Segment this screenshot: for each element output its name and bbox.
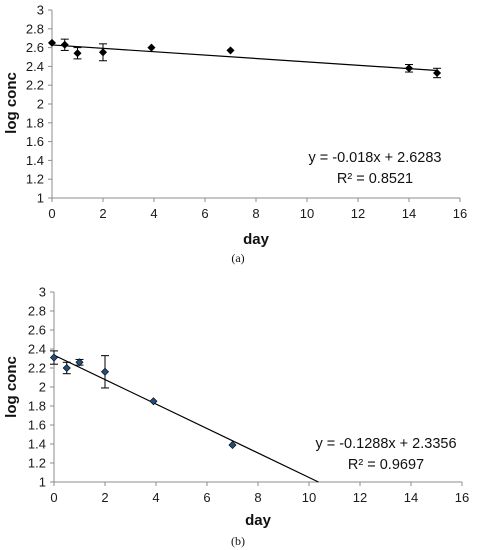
x-tick-label: 14: [404, 490, 418, 505]
data-point-a-3: [98, 48, 108, 57]
x-tick-label: 14: [402, 206, 416, 221]
y-tick-label: 1.6: [26, 134, 44, 149]
y-tick-label: 2: [37, 97, 44, 112]
data-point-b-4: [149, 397, 158, 406]
x-tick-label: 2: [99, 206, 106, 221]
x-tick-label: 16: [453, 206, 467, 221]
caption-a: (a): [231, 251, 244, 265]
x-tick-label: 4: [152, 490, 159, 505]
r-squared-label-a: R² = 0.8521: [337, 171, 413, 187]
y-tick-label: 2.8: [26, 21, 44, 36]
x-axis-title-b: day: [245, 512, 272, 529]
x-tick-label: 8: [252, 206, 259, 221]
equation-label-b: y = -0.1288x + 2.3356: [315, 436, 456, 452]
x-tick-label: 12: [353, 490, 367, 505]
y-tick-label: 1.8: [26, 115, 44, 130]
y-tick-label: 2.4: [28, 342, 46, 357]
data-point-a-0: [47, 38, 57, 47]
y-tick-label: 1.4: [28, 437, 46, 452]
caption-b: (b): [231, 534, 245, 548]
x-tick-label: 8: [254, 490, 261, 505]
equation-label-a: y = -0.018x + 2.6283: [308, 150, 441, 166]
y-tick-label: 1.6: [28, 418, 46, 433]
x-tick-label: 6: [203, 490, 210, 505]
y-tick-label: 3: [37, 3, 44, 18]
x-tick-label: 10: [300, 206, 314, 221]
x-tick-label: 2: [101, 490, 108, 505]
data-point-a-2: [73, 49, 82, 58]
y-tick-label: 2.8: [28, 304, 46, 319]
data-point-a-7: [433, 68, 442, 78]
trendline-a: [51, 44, 438, 72]
y-tick-label: 1.2: [28, 456, 46, 471]
data-point-b-5: [228, 440, 237, 449]
y-tick-label: 2.6: [26, 40, 44, 55]
y-tick-label: 2.4: [26, 59, 44, 74]
data-point-b-0: [49, 353, 59, 362]
axes-a: 1 1.2 1.4 1.6 1.8 2 2.2 2.4 2.6 2.8 3 0 2 4 6 8 10 12 14 16: [26, 3, 467, 222]
y-tick-label: 1: [37, 191, 44, 206]
data-point-b-3: [100, 367, 110, 376]
data-point-b-1: [62, 363, 71, 373]
y-tick-label: 2.6: [28, 323, 46, 338]
y-tick-label: 1.2: [26, 172, 44, 187]
y-axis-title-a: log conc: [3, 72, 20, 134]
y-tick-label: 1.4: [26, 153, 44, 168]
chart-panel-b: 1 1.2 1.4 1.6 1.8 2 2.2 2.4 2.6 2.8 3 0 2 4 6 8 10 12 14 16…: [3, 285, 469, 549]
axes-b: 1 1.2 1.4 1.6 1.8 2 2.2 2.4 2.6 2.8 3 0 2 4 6 8 10 12 14 16: [28, 285, 469, 506]
y-axis-title-b: log conc: [3, 356, 20, 418]
y-tick-label: 2: [39, 380, 46, 395]
chart-panel-a: 1 1.2 1.4 1.6 1.8 2 2.2 2.4 2.6 2.8 3 0 2 4 6 8 10 12 14 16…: [3, 3, 467, 266]
trendline-b: [53, 354, 319, 483]
r-squared-label-b: R² = 0.9697: [348, 457, 424, 473]
x-axis-title-a: day: [243, 231, 270, 248]
data-point-b-2: [75, 358, 84, 367]
y-tick-label: 2.2: [28, 361, 46, 376]
x-tick-label: 16: [455, 490, 469, 505]
x-tick-label: 0: [50, 490, 57, 505]
x-tick-label: 12: [351, 206, 365, 221]
data-point-a-6: [404, 64, 414, 73]
x-tick-label: 6: [201, 206, 208, 221]
x-tick-label: 4: [150, 206, 157, 221]
data-point-a-1: [60, 40, 69, 49]
y-tick-label: 1: [39, 475, 46, 490]
y-tick-label: 3: [39, 285, 46, 300]
x-tick-label: 10: [302, 490, 316, 505]
y-tick-label: 2.2: [26, 78, 44, 93]
data-point-a-4: [147, 43, 156, 52]
y-tick-label: 1.8: [28, 399, 46, 414]
x-tick-label: 0: [48, 206, 55, 221]
data-point-a-5: [226, 46, 235, 55]
